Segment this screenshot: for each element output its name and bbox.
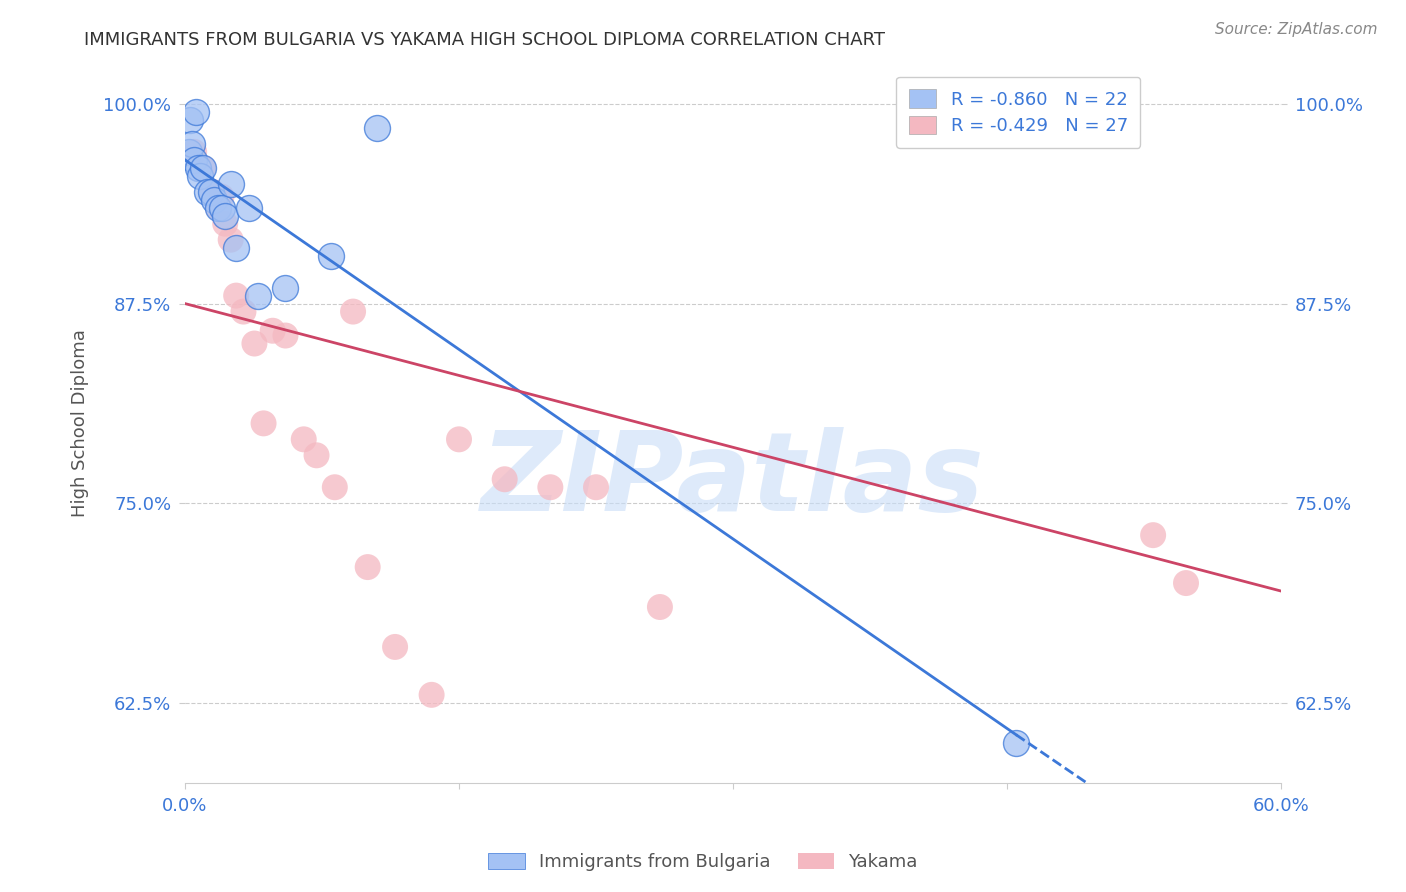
Point (177, 145, 200, 159)
Point (201, 185, 224, 199)
Point (193, 161, 215, 175)
Point (211, 189, 233, 203)
Point (357, 560, 380, 574)
Text: IMMIGRANTS FROM BULGARIA VS YAKAMA HIGH SCHOOL DIPLOMA CORRELATION CHART: IMMIGRANTS FROM BULGARIA VS YAKAMA HIGH … (84, 31, 886, 49)
Point (252, 417, 274, 431)
Legend: Immigrants from Bulgaria, Yakama: Immigrants from Bulgaria, Yakama (481, 846, 925, 879)
Point (247, 288, 270, 302)
Point (323, 480, 346, 494)
Point (243, 336, 266, 351)
Point (238, 201, 260, 215)
Point (184, 105, 207, 120)
Point (207, 201, 229, 215)
Point (219, 177, 242, 191)
Point (274, 280, 297, 294)
Point (187, 161, 209, 175)
Point (219, 233, 242, 247)
Point (232, 304, 254, 318)
Point (207, 201, 229, 215)
Point (262, 324, 284, 338)
Point (183, 145, 205, 159)
Point (225, 288, 247, 302)
Point (447, 433, 470, 447)
Point (214, 209, 236, 223)
Point (585, 480, 607, 494)
Point (420, 688, 443, 702)
Point (342, 304, 364, 318)
Text: ZIPatlas: ZIPatlas (481, 427, 984, 534)
Point (366, 120, 388, 135)
Point (225, 241, 247, 255)
Y-axis label: High School Diploma: High School Diploma (72, 329, 89, 517)
Point (188, 169, 211, 183)
Point (179, 112, 201, 127)
Point (211, 201, 233, 215)
Point (193, 161, 215, 175)
Point (494, 472, 516, 486)
Text: Source: ZipAtlas.com: Source: ZipAtlas.com (1215, 22, 1378, 37)
Point (1175, 576, 1198, 591)
Legend: R = -0.860   N = 22, R = -0.429   N = 27: R = -0.860 N = 22, R = -0.429 N = 27 (897, 77, 1140, 148)
Point (195, 185, 218, 199)
Point (292, 433, 315, 447)
Point (1005, 736, 1028, 750)
Point (181, 136, 204, 151)
Point (202, 193, 225, 207)
Point (200, 185, 222, 199)
Point (1142, 528, 1164, 542)
Point (321, 249, 343, 263)
Point (274, 328, 297, 343)
Point (538, 480, 561, 494)
Point (214, 217, 236, 231)
Point (384, 640, 406, 654)
Point (183, 153, 205, 167)
Point (305, 448, 328, 462)
Point (648, 600, 671, 615)
